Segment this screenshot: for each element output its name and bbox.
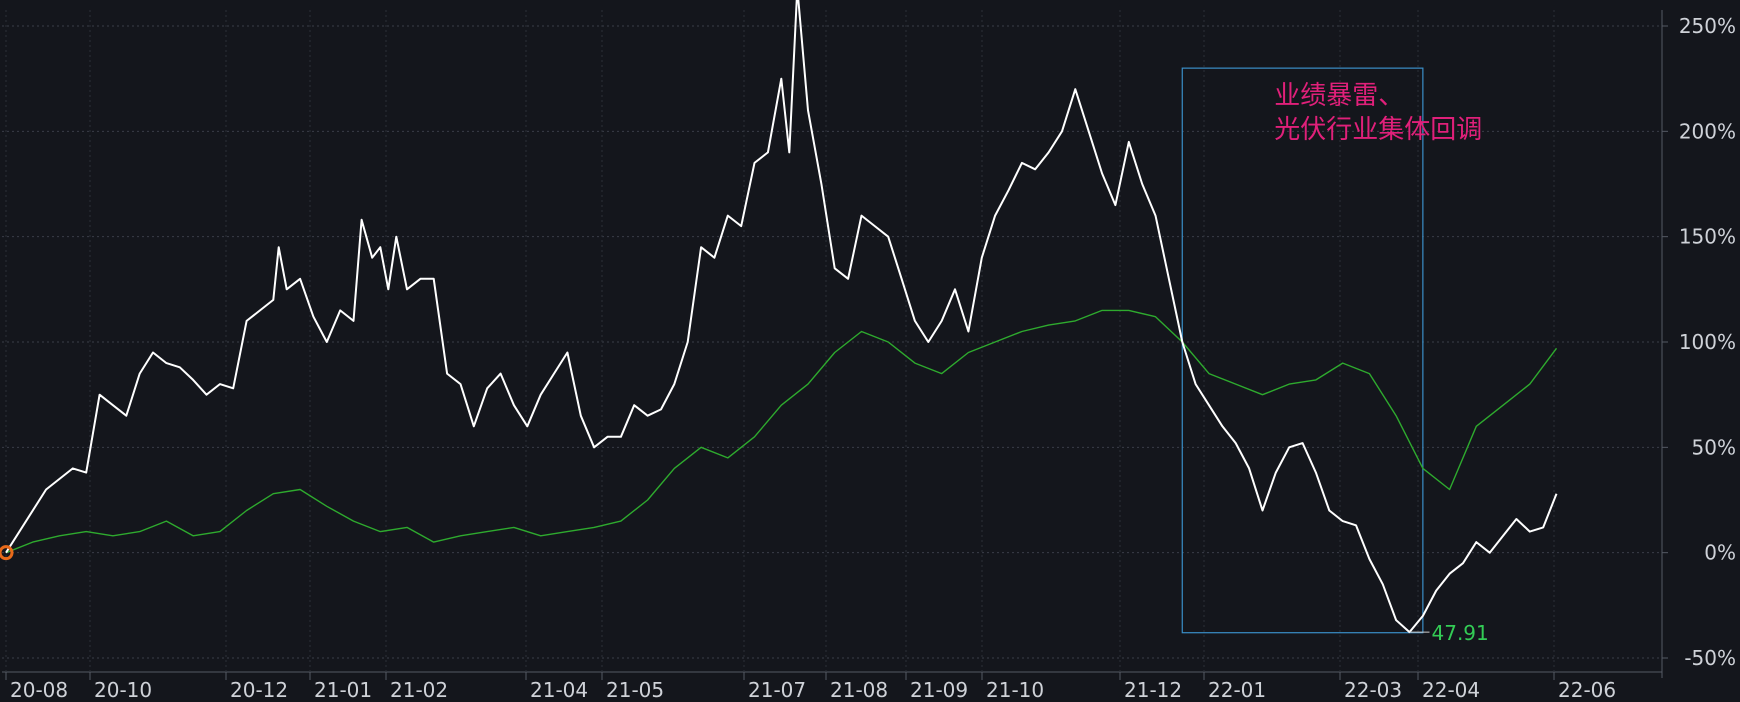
x-tick-label: 21-09 [910,678,968,702]
y-tick-label: 50% [1692,435,1736,459]
y-tick-label: 0% [1704,541,1736,565]
series-line-white [5,0,1558,634]
y-tick-label: 100% [1679,330,1736,354]
x-tick-label: 21-10 [986,678,1044,702]
x-tick-label: 20-12 [230,678,288,702]
x-tick-label: 21-05 [606,678,664,702]
y-tick-label: 250% [1679,14,1736,38]
highlight-box [1181,67,1424,634]
x-tick-label: 20-08 [10,678,68,702]
x-tick-label: 20-10 [94,678,152,702]
y-tick-label: -50% [1684,646,1736,670]
x-tick-label: 22-03 [1344,678,1402,702]
start-marker [0,545,14,561]
x-tick-label: 22-04 [1422,678,1480,702]
series-line-green [5,309,1558,554]
x-tick-label: 21-01 [314,678,372,702]
trough-label: 47.91 [1432,621,1489,645]
annotation-text: 光伏行业集体回调 [1274,115,1482,145]
y-tick-label: 200% [1679,119,1736,143]
x-tick-label: 22-01 [1208,678,1266,702]
peak-label: 267.90 [819,0,889,1]
x-tick-label: 21-02 [390,678,448,702]
x-tick-label: 22-06 [1558,678,1616,702]
y-tick-label: 150% [1679,225,1736,249]
x-tick-label: 21-12 [1124,678,1182,702]
x-tick-label: 21-08 [830,678,888,702]
annotation-text: 业绩暴雷、 [1274,81,1404,111]
x-tick-label: 21-04 [530,678,588,702]
x-tick-label: 21-07 [748,678,806,702]
